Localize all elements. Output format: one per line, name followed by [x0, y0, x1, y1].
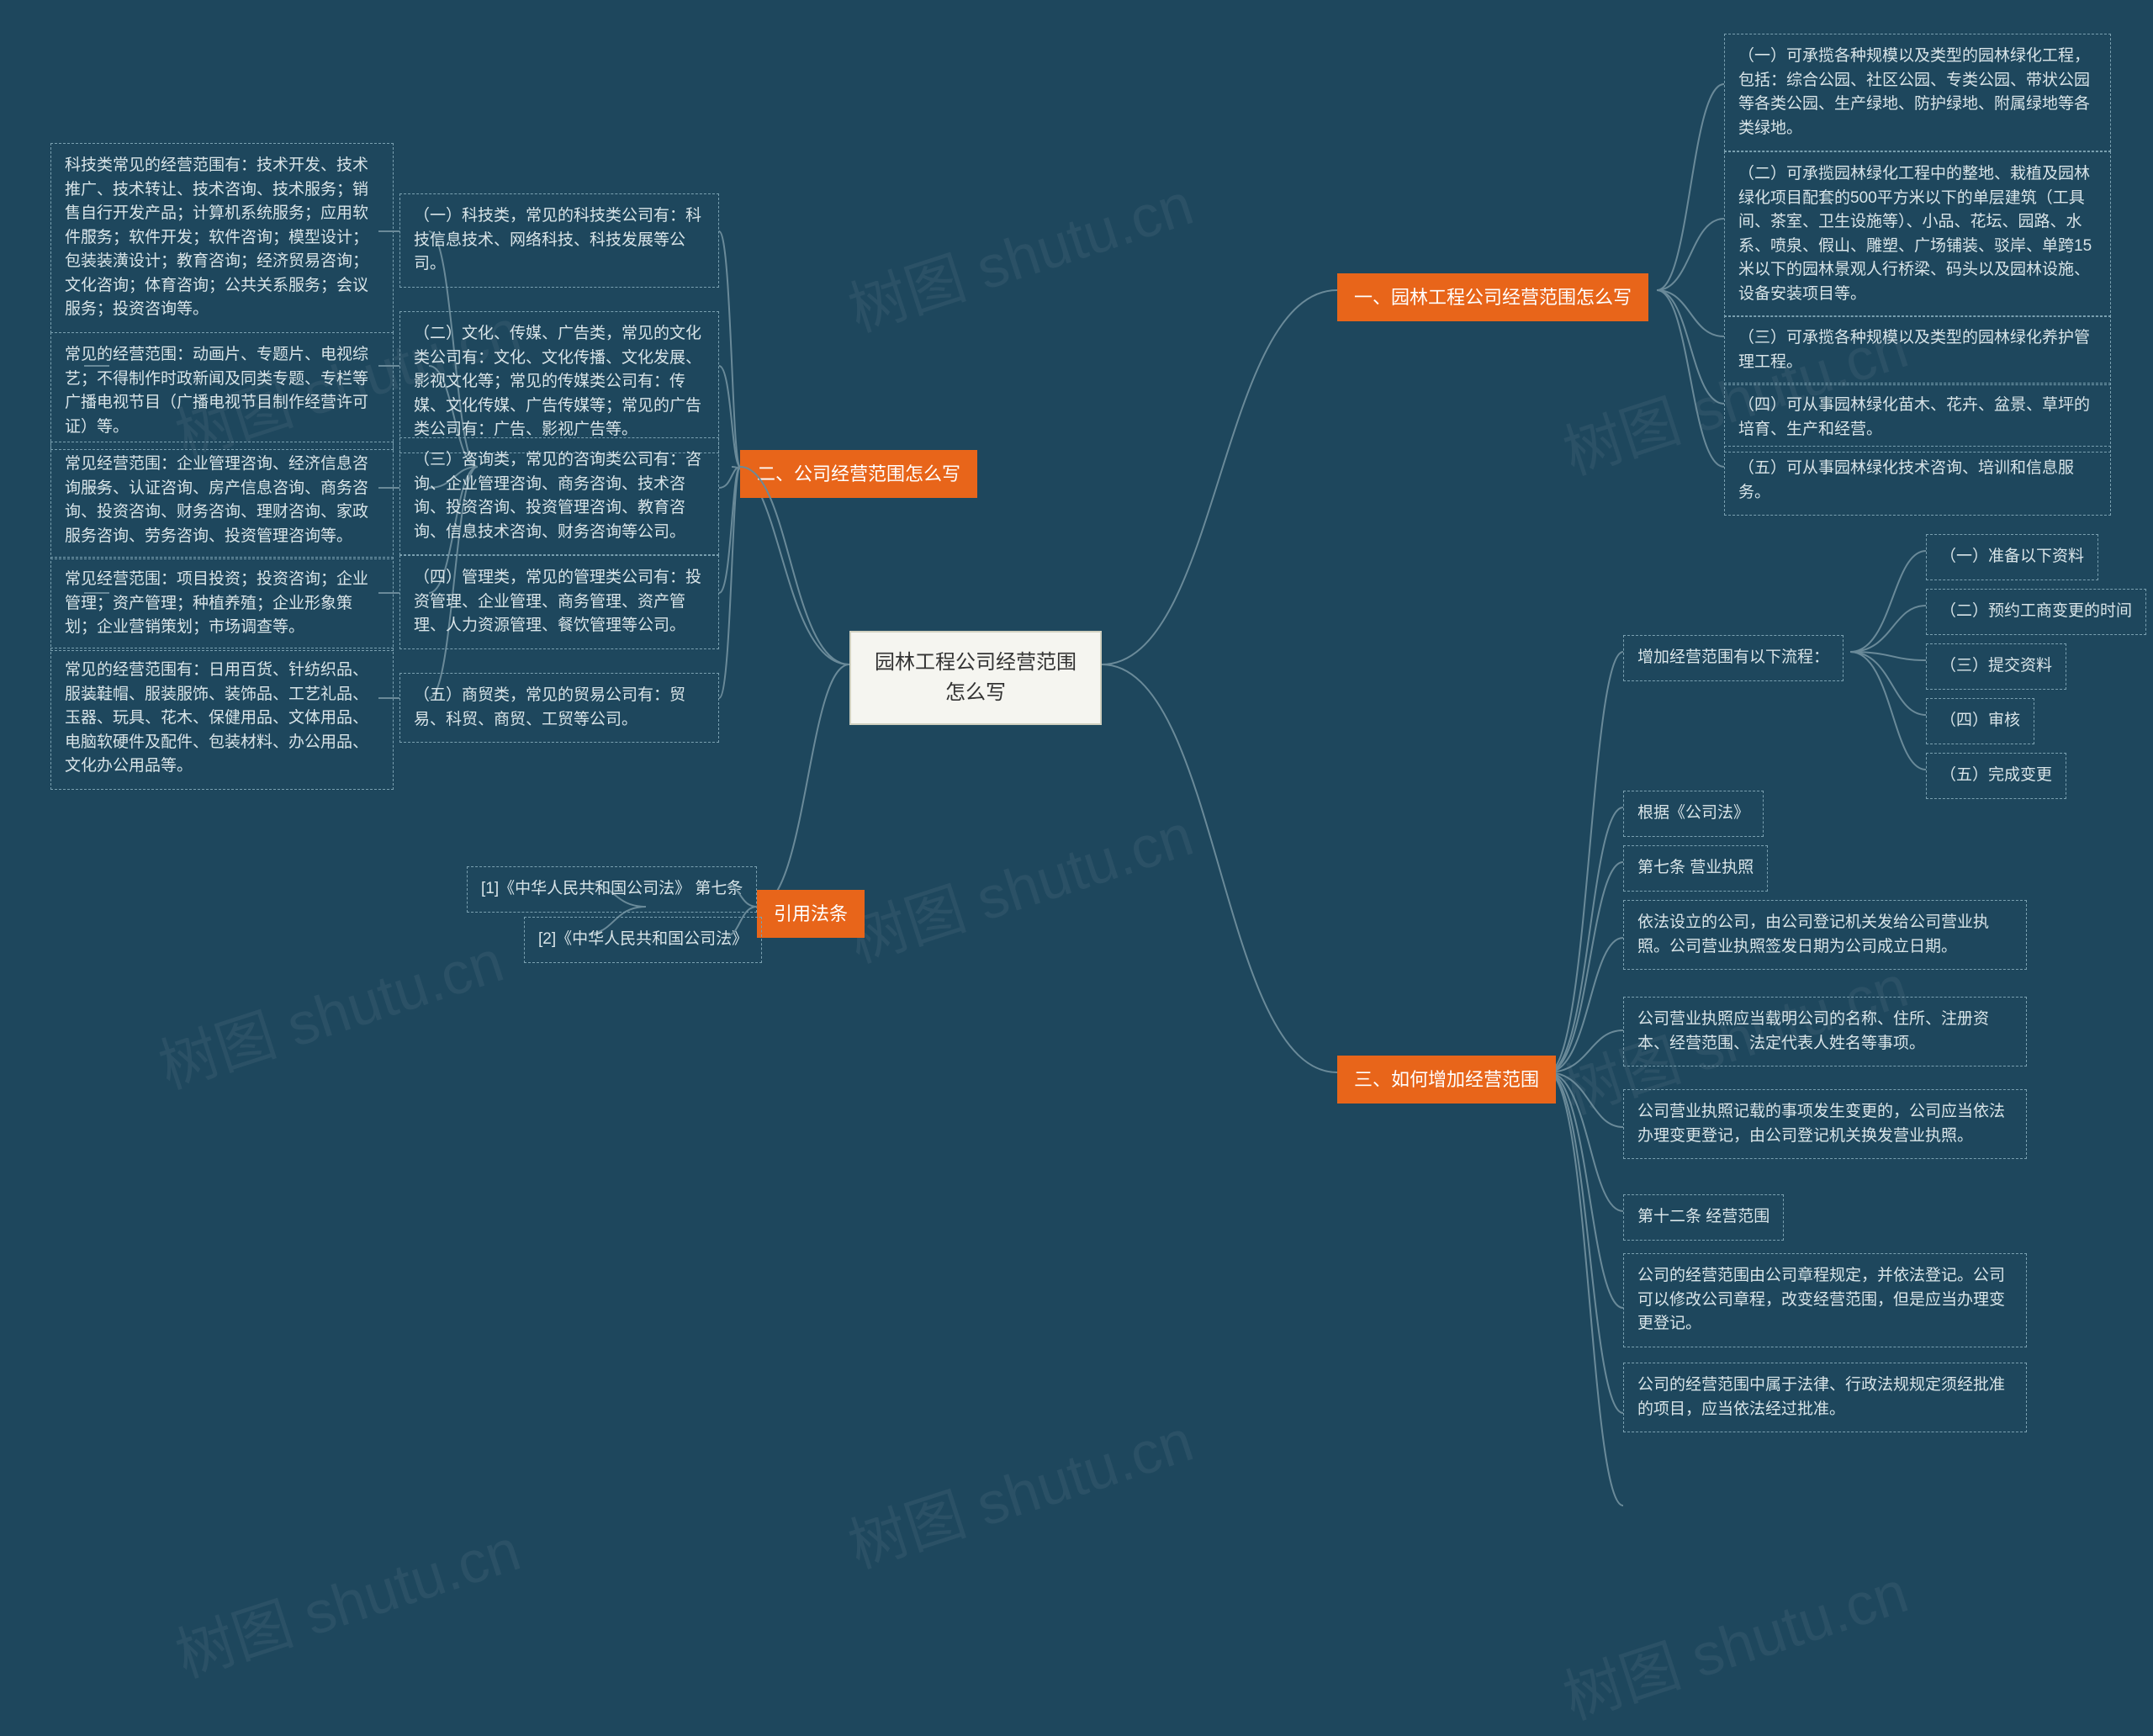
branch-1: 一、园林工程公司经营范围怎么写: [1337, 273, 1648, 321]
b3-note-1: 根据《公司法》: [1623, 791, 1764, 837]
b3-note-7: 公司的经营范围由公司章程规定，并依法登记。公司可以修改公司章程，改变经营范围，但…: [1623, 1253, 2027, 1347]
b2-end-5: 常见的经营范围有：日用百货、针纺织品、服装鞋帽、服装服饰、装饰品、工艺礼品、玉器…: [50, 648, 394, 790]
ref-item-1: [1]《中华人民共和国公司法》 第七条: [467, 866, 757, 913]
b3-note-8: 公司的经营范围中属于法律、行政法规规定须经批准的项目，应当依法经过批准。: [1623, 1363, 2027, 1432]
watermark: 树图 shutu.cn: [837, 157, 1203, 348]
watermark: 树图 shutu.cn: [837, 788, 1203, 979]
ref-item-2: [2]《中华人民共和国公司法》: [524, 917, 762, 963]
b2-mid-2: （二）文化、传媒、广告类，常见的文化类公司有：文化、文化传播、文化发展、影视文化…: [399, 311, 719, 453]
b2-end-1: 科技类常见的经营范围有：技术开发、技术推广、技术转让、技术咨询、技术服务；销售自…: [50, 143, 394, 333]
b3-process-4: （四）审核: [1926, 698, 2034, 744]
b3-process-2: （二）预约工商变更的时间: [1926, 589, 2146, 635]
b1-item-5: （五）可从事园林绿化技术咨询、培训和信息服务。: [1724, 446, 2111, 516]
b2-mid-1: （一）科技类，常见的科技类公司有：科技信息技术、网络科技、科技发展等公司。: [399, 193, 719, 288]
watermark: 树图 shutu.cn: [837, 1394, 1203, 1585]
b2-end-3: 常见经营范围：企业管理咨询、经济信息咨询服务、认证咨询、房产信息咨询、商务咨询、…: [50, 442, 394, 559]
b2-end-2: 常见的经营范围：动画片、专题片、电视综艺；不得制作时政新闻及同类专题、专栏等广播…: [50, 332, 394, 450]
b1-item-3: （三）可承揽各种规模以及类型的园林绿化养护管理工程。: [1724, 315, 2111, 385]
branch-ref: 引用法条: [757, 890, 865, 938]
b2-mid-5: （五）商贸类，常见的贸易公司有：贸易、科贸、商贸、工贸等公司。: [399, 673, 719, 743]
b3-process-1: （一）准备以下资料: [1926, 534, 2098, 580]
b1-item-1: （一）可承揽各种规模以及类型的园林绿化工程，包括：综合公园、社区公园、专类公园、…: [1724, 34, 2111, 151]
root-node: 园林工程公司经营范围怎么写: [849, 631, 1102, 725]
b3-note-4: 公司营业执照应当载明公司的名称、住所、注册资本、经营范围、法定代表人姓名等事项。: [1623, 997, 2027, 1066]
b3-process-5: （五）完成变更: [1926, 753, 2066, 799]
b3-process-3: （三）提交资料: [1926, 643, 2066, 690]
b2-mid-3: （三）咨询类，常见的咨询类公司有：咨询、企业管理咨询、商务咨询、技术咨询、投资咨…: [399, 437, 719, 555]
branch-3: 三、如何增加经营范围: [1337, 1056, 1556, 1104]
b2-end-4: 常见经营范围：项目投资；投资咨询；企业管理；资产管理；种植养殖；企业形象策划；企…: [50, 557, 394, 651]
b1-item-4: （四）可从事园林绿化苗木、花卉、盆景、草坪的培育、生产和经营。: [1724, 383, 2111, 453]
b3-note-2: 第七条 营业执照: [1623, 845, 1768, 892]
b3-note-5: 公司营业执照记载的事项发生变更的，公司应当依法办理变更登记，由公司登记机关换发营…: [1623, 1089, 2027, 1159]
watermark: 树图 shutu.cn: [164, 1503, 530, 1694]
b3-process-label: 增加经营范围有以下流程：: [1623, 635, 1844, 681]
watermark: 树图 shutu.cn: [147, 914, 513, 1105]
b2-mid-4: （四）管理类，常见的管理类公司有：投资管理、企业管理、商务管理、资产管理、人力资…: [399, 555, 719, 649]
branch-2: 二、公司经营范围怎么写: [740, 450, 977, 498]
b3-note-3: 依法设立的公司，由公司登记机关发给公司营业执照。公司营业执照签发日期为公司成立日…: [1623, 900, 2027, 970]
watermark: 树图 shutu.cn: [1552, 1545, 1918, 1736]
b3-note-6: 第十二条 经营范围: [1623, 1194, 1784, 1241]
b1-item-2: （二）可承揽园林绿化工程中的整地、栽植及园林绿化项目配套的500平方米以下的单层…: [1724, 151, 2111, 317]
